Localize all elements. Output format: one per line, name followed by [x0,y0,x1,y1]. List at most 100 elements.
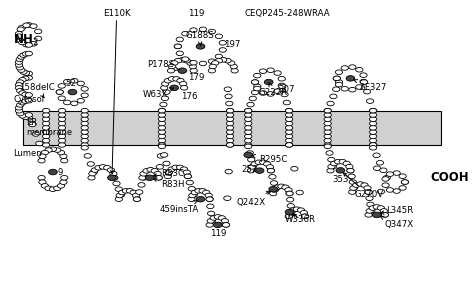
Circle shape [158,144,165,149]
Circle shape [158,113,165,117]
Circle shape [324,125,331,130]
Circle shape [324,121,331,126]
Circle shape [365,213,372,217]
Circle shape [143,168,150,173]
Circle shape [356,85,363,89]
Circle shape [151,168,158,173]
Text: 459insTA: 459insTA [160,201,199,214]
Circle shape [214,215,221,219]
Text: W336R: W336R [285,214,316,224]
Circle shape [227,143,234,147]
Circle shape [336,168,345,173]
Circle shape [246,151,254,155]
Circle shape [228,61,235,65]
Circle shape [22,92,29,97]
Circle shape [349,65,356,69]
Circle shape [370,117,377,121]
Circle shape [207,204,214,209]
Circle shape [160,102,167,107]
Circle shape [255,168,264,173]
Circle shape [208,68,216,73]
Circle shape [324,117,331,121]
Circle shape [15,34,23,38]
Circle shape [251,162,258,166]
Circle shape [360,79,367,84]
Circle shape [19,100,26,105]
Circle shape [366,209,374,213]
Circle shape [164,174,172,179]
Text: 197: 197 [224,40,240,49]
Circle shape [266,165,273,169]
Circle shape [224,58,231,63]
Circle shape [45,148,52,152]
Circle shape [196,44,205,49]
Circle shape [15,32,23,36]
Circle shape [35,36,42,41]
Text: 307: 307 [279,85,295,94]
Circle shape [283,100,291,105]
Circle shape [22,76,29,81]
Circle shape [19,113,26,118]
Circle shape [218,216,226,220]
Circle shape [57,150,64,155]
Circle shape [285,134,293,139]
Circle shape [158,143,165,147]
Circle shape [259,69,267,73]
Circle shape [64,100,71,105]
Text: Q242X: Q242X [237,191,270,207]
Circle shape [115,187,122,191]
Circle shape [43,113,50,117]
Circle shape [327,168,334,173]
Circle shape [324,108,331,113]
Circle shape [324,130,331,134]
Circle shape [377,206,384,210]
Circle shape [374,166,381,170]
Circle shape [206,197,213,201]
Circle shape [64,79,71,84]
Circle shape [49,187,56,191]
Circle shape [39,180,46,185]
Circle shape [30,24,37,28]
Circle shape [301,214,309,219]
Circle shape [186,180,193,185]
Circle shape [285,209,294,215]
Circle shape [163,90,170,94]
Circle shape [108,175,116,181]
Circle shape [343,161,350,166]
Circle shape [202,190,210,195]
Circle shape [285,214,292,219]
Circle shape [227,108,234,113]
Circle shape [324,108,331,113]
Circle shape [366,99,374,103]
Circle shape [251,80,259,84]
Circle shape [176,37,183,42]
Circle shape [254,73,261,78]
Circle shape [161,86,168,90]
Circle shape [380,168,387,172]
Circle shape [328,157,335,162]
Circle shape [330,161,338,166]
Circle shape [43,125,50,130]
Circle shape [58,113,65,117]
Circle shape [285,143,293,147]
Circle shape [58,138,65,143]
Circle shape [274,71,281,75]
Circle shape [210,216,218,220]
Circle shape [133,197,141,201]
Text: 176: 176 [181,92,198,101]
Text: COOH: COOH [430,171,468,184]
Circle shape [39,154,46,158]
Circle shape [22,71,30,75]
Circle shape [158,108,165,113]
Circle shape [386,188,393,192]
Circle shape [61,175,68,180]
Circle shape [382,183,389,187]
Circle shape [370,125,377,130]
Circle shape [38,158,45,163]
Circle shape [89,171,96,176]
Circle shape [115,197,122,201]
Text: G188S: G188S [185,31,214,46]
Circle shape [58,143,65,147]
Circle shape [219,48,227,52]
Circle shape [339,160,346,164]
